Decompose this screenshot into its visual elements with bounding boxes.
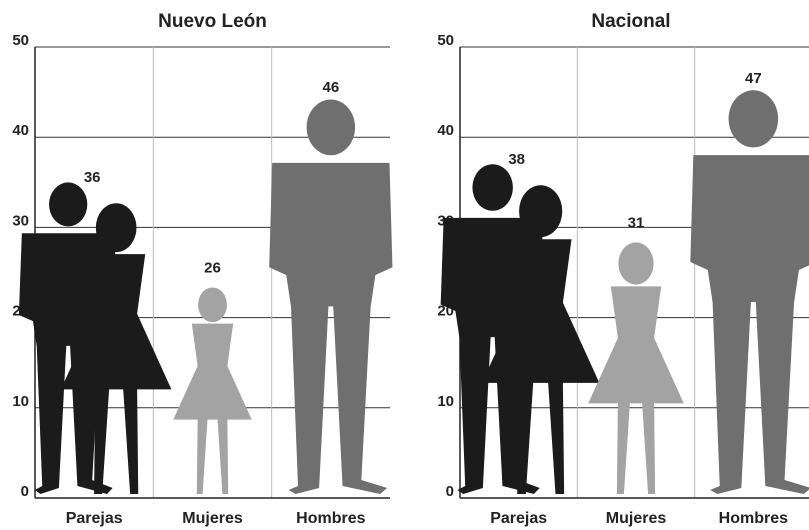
x-tick-label: Parejas <box>490 510 547 527</box>
x-tick-label: Mujeres <box>606 510 667 527</box>
x-tick-label: Hombres <box>296 510 365 527</box>
pictogram <box>19 182 172 494</box>
chart-title: Nacional <box>591 11 670 32</box>
figure-woman <box>588 242 684 494</box>
y-tick-label: 40 <box>12 122 29 139</box>
pictogram <box>269 99 392 494</box>
y-tick-label: 0 <box>446 483 454 500</box>
x-tick-label: Mujeres <box>182 510 243 527</box>
value-label: 36 <box>84 169 101 186</box>
figure-man <box>690 90 809 494</box>
y-tick-label: 0 <box>21 483 29 500</box>
pictogram <box>690 90 809 494</box>
x-tick-label: Hombres <box>719 510 788 527</box>
y-tick-label: 50 <box>12 32 29 49</box>
chart: Nuevo León0102030405036Parejas26Mujeres4… <box>0 0 809 530</box>
pictogram <box>173 287 251 494</box>
value-label: 26 <box>204 259 221 276</box>
y-tick-label: 10 <box>437 393 454 410</box>
value-label: 46 <box>322 79 339 96</box>
pictogram <box>441 164 600 494</box>
y-tick-label: 10 <box>12 393 29 410</box>
y-tick-label: 40 <box>437 122 454 139</box>
figure-woman <box>173 287 251 494</box>
figure-man <box>269 99 392 494</box>
chart-title: Nuevo León <box>158 11 267 32</box>
y-tick-label: 50 <box>437 32 454 49</box>
x-tick-label: Parejas <box>66 510 123 527</box>
pictogram <box>588 242 684 494</box>
value-label: 31 <box>628 214 645 231</box>
y-tick-label: 30 <box>12 212 29 229</box>
value-label: 47 <box>745 70 762 87</box>
value-label: 38 <box>508 151 525 168</box>
